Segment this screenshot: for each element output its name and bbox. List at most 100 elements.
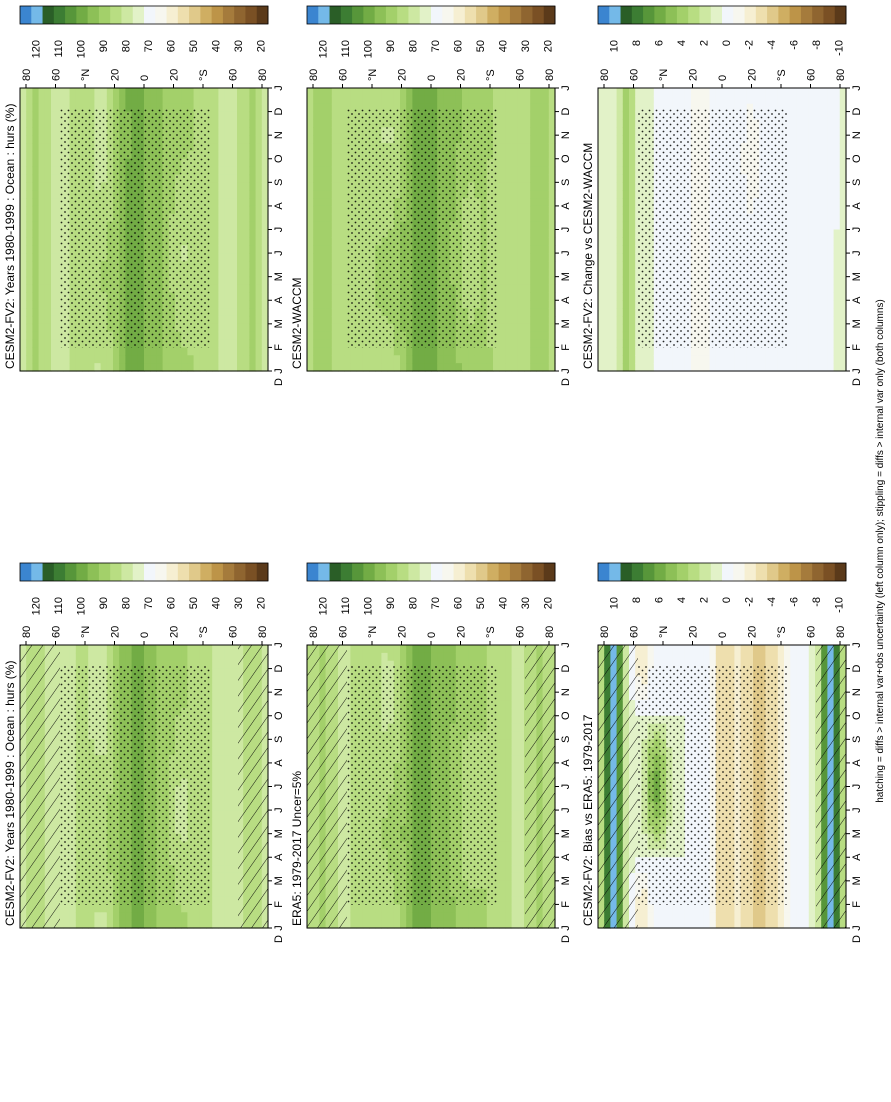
heatmap-cell	[51, 292, 58, 301]
heatmap-cell	[400, 920, 407, 929]
heatmap-cell	[224, 182, 232, 191]
heatmap-cell	[406, 660, 413, 670]
heatmap-cell	[517, 700, 525, 709]
heatmap-cell	[307, 339, 314, 349]
heatmap-cell	[255, 198, 263, 207]
colorbar-segment	[132, 6, 145, 24]
heatmap-cell	[26, 135, 33, 144]
heatmap-cell	[187, 95, 195, 105]
heatmap-cell	[51, 158, 58, 168]
heatmap-cell	[224, 896, 232, 906]
heatmap-cell	[455, 904, 463, 913]
heatmap-cell	[261, 135, 269, 144]
heatmap-cell	[331, 339, 339, 349]
heatmap-cell	[94, 95, 102, 105]
heatmap-cell	[82, 95, 89, 105]
heatmap-cell	[331, 323, 339, 333]
heatmap-cell	[511, 841, 519, 850]
heatmap-cell	[212, 700, 219, 709]
heatmap-cell	[307, 229, 314, 238]
month-tick-label: F	[560, 901, 572, 908]
colorbar-tick-label: 80	[120, 597, 132, 609]
heatmap-cell	[181, 660, 188, 670]
heatmap-cell	[517, 692, 525, 701]
heatmap-cell	[230, 166, 238, 176]
heatmap-cell	[307, 253, 314, 262]
heatmap-cell	[331, 143, 339, 152]
colorbar-tick-label: 30	[520, 597, 532, 609]
heatmap-cell	[431, 645, 438, 654]
heatmap-cell	[249, 363, 257, 372]
heatmap-cell	[218, 95, 226, 105]
heatmap-cell	[325, 253, 333, 262]
heatmap-cell	[230, 339, 238, 349]
heatmap-cell	[255, 331, 263, 341]
heatmap-cell	[313, 268, 320, 278]
heatmap-cell	[406, 920, 413, 929]
heatmap-cell	[511, 668, 519, 678]
heatmap-cell	[313, 127, 320, 136]
heatmap-cell	[94, 103, 102, 113]
heatmap-cell	[474, 660, 482, 670]
heatmap-cell	[94, 652, 102, 662]
heatmap-cell	[331, 276, 339, 286]
heatmap-cell	[455, 660, 463, 670]
heatmap-cell	[261, 276, 269, 286]
heatmap-cell	[243, 135, 250, 144]
heatmap-cell	[51, 111, 58, 121]
heatmap-cell	[505, 817, 513, 827]
heatmap-cell	[218, 88, 226, 97]
heatmap-cell	[237, 190, 244, 199]
heatmap-cell	[212, 723, 219, 733]
colorbar-segment	[110, 6, 122, 24]
heatmap-cell	[431, 912, 438, 921]
heatmap-cell	[26, 221, 33, 231]
heatmap-cell	[449, 660, 457, 670]
heatmap-cell	[88, 95, 95, 105]
heatmap-cell	[218, 253, 226, 262]
heatmap-cell	[125, 347, 133, 356]
heatmap-cell	[212, 339, 219, 349]
heatmap-cell	[249, 119, 257, 128]
heatmap-cell	[212, 253, 219, 262]
heatmap-cell	[82, 904, 89, 913]
heatmap-cell	[218, 323, 226, 333]
heatmap-cell	[137, 912, 145, 921]
heatmap-cell	[319, 292, 327, 301]
heatmap-cell	[218, 213, 226, 223]
heatmap-cell	[44, 103, 52, 113]
month-tick-label: J	[273, 807, 285, 813]
heatmap-cell	[319, 355, 327, 364]
heatmap-cell	[20, 253, 27, 262]
heatmap-cell	[261, 150, 269, 160]
heatmap-cell	[88, 363, 95, 372]
heatmap-cell	[412, 920, 420, 929]
heatmap-cell	[369, 920, 376, 929]
heatmap-cell	[505, 888, 513, 898]
heatmap-cell	[313, 260, 320, 270]
heatmap-cell	[243, 127, 250, 136]
heatmap-cell	[20, 158, 27, 168]
heatmap-cell	[499, 762, 506, 772]
heatmap-cell	[218, 221, 226, 231]
heatmap-cell	[369, 363, 376, 372]
heatmap-cell	[331, 95, 339, 105]
heatmap-cell	[499, 770, 506, 780]
heatmap-cell	[449, 912, 457, 921]
heatmap-cell	[38, 95, 46, 105]
heatmap-cell	[20, 150, 27, 160]
heatmap-cell	[162, 347, 170, 356]
heatmap-cell	[125, 904, 133, 913]
heatmap-cell	[131, 355, 139, 364]
heatmap-cell	[26, 315, 33, 325]
heatmap-cell	[261, 260, 269, 270]
heatmap-cell	[212, 88, 219, 97]
heatmap-cell	[26, 347, 33, 356]
heatmap-cell	[249, 339, 257, 349]
colorbar-segment	[464, 563, 477, 581]
heatmap-cell	[32, 150, 40, 160]
heatmap-cell	[156, 363, 164, 372]
heatmap-cell	[218, 762, 226, 772]
heatmap-cell	[511, 676, 519, 685]
